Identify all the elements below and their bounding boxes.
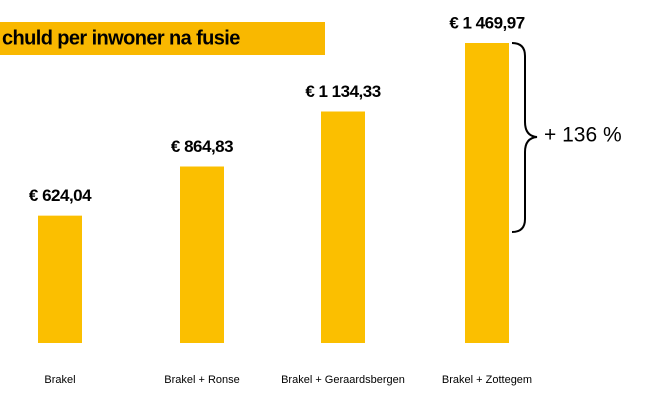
value-label: € 1 469,97 [449, 13, 524, 32]
brace [511, 42, 538, 233]
value-label: € 864,83 [171, 137, 233, 156]
x-tick-label: Brakel [44, 374, 75, 386]
bar [465, 43, 509, 343]
annotation: + 136 % [544, 124, 622, 147]
bar [180, 166, 224, 343]
bar [321, 111, 365, 343]
value-label: € 624,04 [29, 186, 92, 205]
value-label: € 1 134,33 [305, 82, 380, 101]
bar [38, 215, 82, 343]
x-tick-label: Brakel + Zottegem [442, 374, 532, 386]
x-tick-label: Brakel + Geraardsbergen [281, 374, 405, 386]
title-box [0, 22, 325, 55]
x-tick-label: Brakel + Ronse [164, 374, 240, 386]
chart-title: chuld per inwoner na fusie [2, 27, 240, 49]
